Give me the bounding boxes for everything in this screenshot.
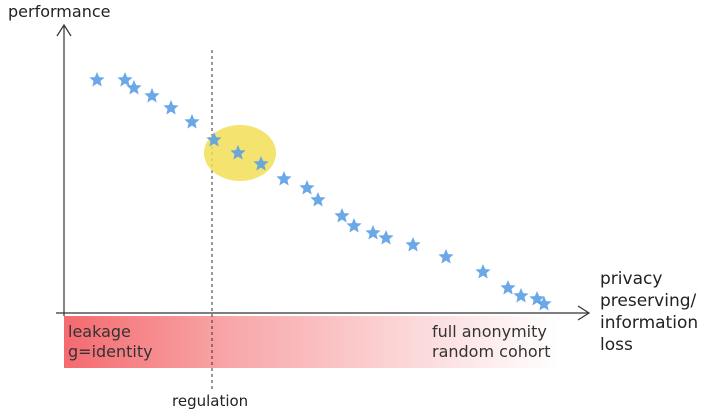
star-icon xyxy=(89,72,105,87)
y-axis-arrow xyxy=(56,23,72,37)
star-icon xyxy=(438,249,454,264)
bar-left-label-line1: leakage xyxy=(68,322,131,341)
bar-right-label-line2: random cohort xyxy=(432,342,551,361)
star-icon xyxy=(500,280,516,295)
star-icon xyxy=(253,156,269,171)
star-icon xyxy=(117,72,133,87)
star-icon xyxy=(405,237,421,252)
x-axis-arrow xyxy=(577,305,591,321)
star-icon xyxy=(346,218,362,233)
star-icon xyxy=(163,100,179,115)
axes xyxy=(56,23,591,321)
regulation-label: regulation xyxy=(172,392,249,410)
bar-right-label: full anonymity random cohort xyxy=(432,322,551,362)
star-icon xyxy=(276,171,292,186)
privacy-gradient-bar xyxy=(64,316,558,368)
star-icon xyxy=(310,192,326,207)
star-icon xyxy=(206,132,222,147)
star-icon xyxy=(536,296,552,311)
star-icon xyxy=(184,114,200,129)
x-axis-label: privacy preserving/ information loss xyxy=(600,269,699,355)
star-icon xyxy=(475,264,491,279)
star-icon xyxy=(126,80,142,95)
star-icon xyxy=(513,288,529,303)
star-icon xyxy=(144,88,160,103)
star-markers xyxy=(89,72,552,311)
star-icon xyxy=(365,225,381,240)
star-icon xyxy=(334,208,350,223)
star-icon xyxy=(299,180,315,195)
bar-left-label-line2: g=identity xyxy=(68,342,153,361)
star-icon xyxy=(230,145,246,160)
star-icon xyxy=(378,230,394,245)
bar-left-label: leakage g=identity xyxy=(68,322,153,362)
y-axis-label: performance xyxy=(8,2,111,21)
bar-right-label-line1: full anonymity xyxy=(432,322,547,341)
